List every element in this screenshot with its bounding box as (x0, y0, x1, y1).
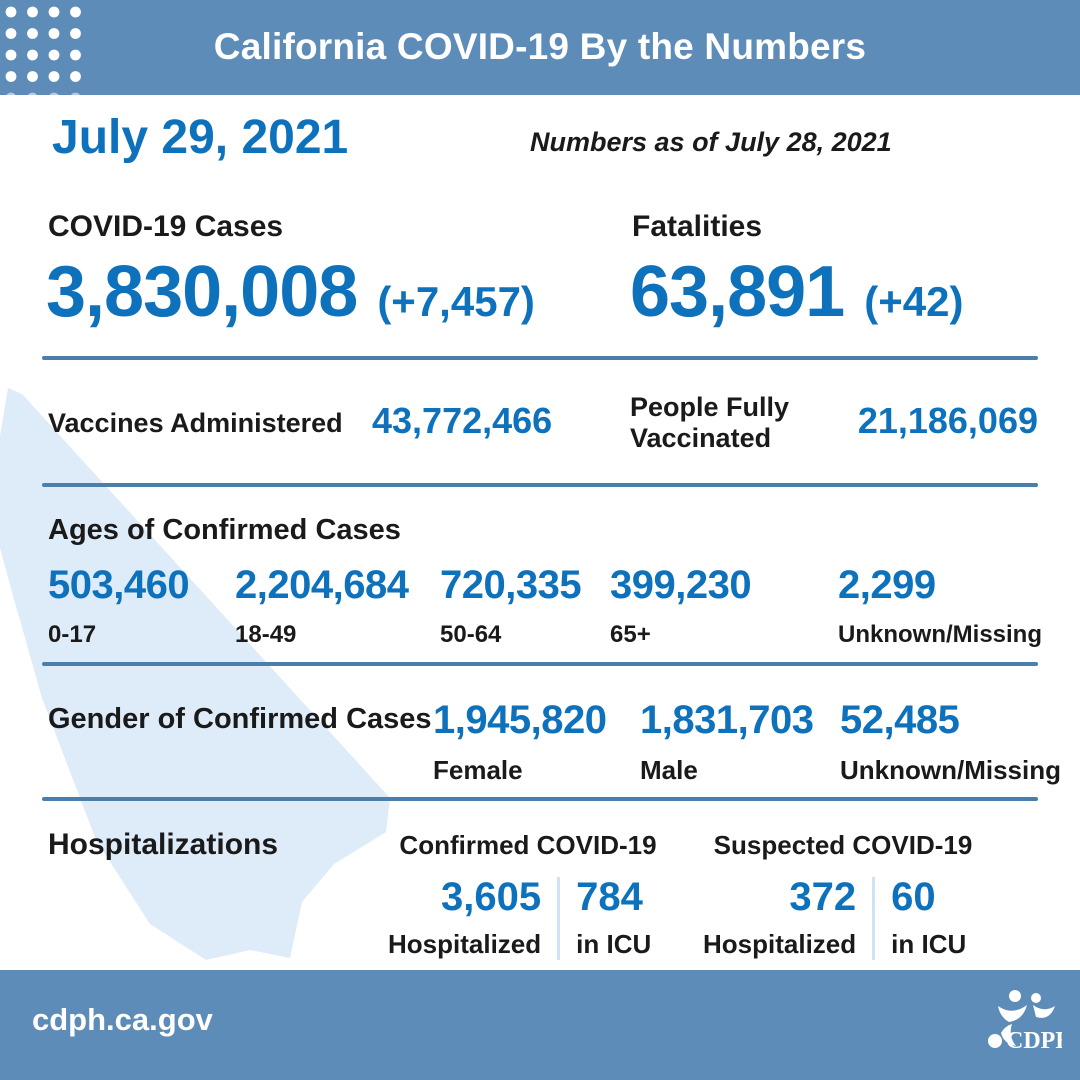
age-group-50-64: 720,335 50-64 (440, 563, 582, 649)
suspected-covid-stats: 372 Hospitalized 60 in ICU (703, 877, 983, 960)
gender-value: 1,831,703 (640, 698, 814, 742)
fully-vaccinated-value: 21,186,069 (857, 400, 1038, 441)
icu-label: in ICU (576, 929, 652, 959)
ages-section-label: Ages of Confirmed Cases (48, 514, 401, 546)
age-label: 65+ (610, 621, 651, 648)
fully-vaccinated-label: People Fully Vaccinated (630, 392, 790, 453)
gender-label: Male (640, 755, 698, 785)
fatalities-value: 63,891 (630, 252, 845, 332)
as-of-note: Numbers as of July 28, 2021 (530, 127, 892, 157)
fatalities-label: Fatalities (632, 210, 763, 243)
hospitalized-value: 3,605 (441, 875, 542, 919)
icu-value: 60 (891, 875, 936, 919)
section-divider (42, 797, 1038, 801)
icu-label: in ICU (891, 929, 967, 959)
hospitalizations-section-label: Hospitalizations (48, 828, 279, 861)
age-value: 399,230 (610, 563, 752, 607)
cases-stat: 3,830,008 (+7,457) (46, 256, 535, 328)
hospitalized-label: Hospitalized (388, 929, 542, 959)
age-value: 720,335 (440, 563, 582, 607)
gender-group-unknown: 52,485 Unknown/Missing (840, 700, 1061, 786)
suspected-covid-header: Suspected COVID-19 (713, 830, 973, 860)
cdph-website-url: cdph.ca.gov (32, 1002, 213, 1037)
age-group-18-49: 2,204,684 18-49 (235, 563, 409, 649)
age-value: 2,204,684 (235, 563, 409, 607)
vaccines-label: Vaccines Administered (48, 408, 343, 438)
cdph-logo-text: CDPH (1006, 1028, 1062, 1054)
dots-pattern-icon (5, 6, 81, 95)
suspected-covid-group: Suspected COVID-19 372 Hospitalized 60 i… (703, 830, 983, 960)
gender-group-female: 1,945,820 Female (433, 698, 607, 786)
age-label: 0-17 (48, 621, 97, 648)
gender-value: 52,485 (840, 698, 960, 742)
gender-label: Female (433, 755, 523, 785)
confirmed-icu-col: 784 in ICU (560, 877, 651, 960)
footer-banner: cdph.ca.gov CDPH (0, 970, 1080, 1080)
hospitalized-value: 372 (789, 875, 857, 919)
confirmed-hospitalized-col: 3,605 Hospitalized (388, 875, 561, 960)
gender-group-male: 1,831,703 Male (640, 698, 814, 786)
header-banner: California COVID-19 By the Numbers (0, 0, 1080, 95)
page-title: California COVID-19 By the Numbers (213, 26, 867, 67)
suspected-icu-col: 60 in ICU (875, 877, 966, 960)
age-group-0-17: 503,460 0-17 (48, 563, 190, 649)
cases-delta: (+7,457) (377, 278, 535, 325)
suspected-hospitalized-col: 372 Hospitalized (703, 875, 876, 960)
gender-section-label: Gender of Confirmed Cases (48, 703, 432, 735)
age-group-65plus: 399,230 65+ (610, 563, 752, 649)
section-divider (42, 483, 1038, 487)
confirmed-covid-header: Confirmed COVID-19 (399, 830, 657, 860)
gender-label: Unknown/Missing (840, 755, 1061, 785)
report-date: July 29, 2021 (52, 111, 349, 164)
age-label: 50-64 (440, 621, 502, 648)
cdph-logo-icon: CDPH (988, 990, 1062, 1054)
section-divider (42, 662, 1038, 666)
fatalities-delta: (+42) (864, 278, 964, 325)
icu-value: 784 (576, 875, 643, 919)
age-label: Unknown/Missing (838, 621, 1042, 648)
age-group-unknown: 2,299 Unknown/Missing (838, 565, 1042, 649)
vaccines-value: 43,772,466 (372, 400, 553, 441)
age-value: 503,460 (48, 563, 190, 607)
cases-value: 3,830,008 (46, 252, 358, 332)
fatalities-stat: 63,891 (+42) (630, 256, 963, 328)
confirmed-covid-stats: 3,605 Hospitalized 784 in ICU (388, 877, 668, 960)
cases-label: COVID-19 Cases (48, 210, 284, 243)
confirmed-covid-group: Confirmed COVID-19 3,605 Hospitalized 78… (388, 830, 668, 960)
hospitalized-label: Hospitalized (703, 929, 857, 959)
section-divider (42, 356, 1038, 360)
gender-value: 1,945,820 (433, 698, 607, 742)
age-value: 2,299 (838, 563, 936, 607)
age-label: 18-49 (235, 621, 297, 648)
